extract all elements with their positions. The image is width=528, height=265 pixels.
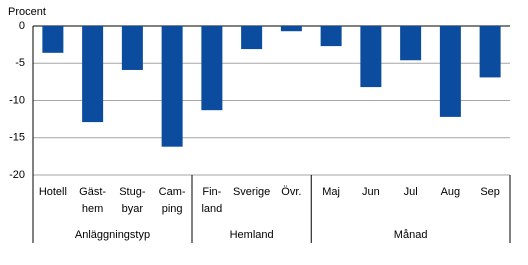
bar (439, 26, 461, 117)
bar (201, 26, 223, 111)
y-tick-label: 0 (19, 20, 25, 32)
x-tick-label: Cam-ping (159, 186, 186, 215)
x-tick-label: Aug (441, 186, 461, 198)
x-tick-label: Stug-byar (119, 186, 146, 215)
bar (82, 26, 104, 123)
x-tick-label: Jul (404, 186, 418, 198)
bar (42, 26, 64, 53)
x-tick-label: Jun (362, 186, 380, 198)
bar (320, 26, 342, 47)
x-tick-label: Hotell (39, 186, 67, 198)
bar (400, 26, 422, 61)
group-label: Månad (394, 229, 428, 241)
group-label: Anläggningstyp (75, 229, 150, 241)
bar (241, 26, 263, 50)
bar (121, 26, 143, 70)
x-tick-label: Fin-land (201, 186, 222, 215)
x-tick-label: Övr. (281, 186, 301, 198)
x-tick-label: Gäst-hem (79, 186, 106, 215)
bar (161, 26, 183, 147)
y-tick-label: -20 (9, 169, 25, 181)
x-tick-label: Sep (480, 186, 500, 198)
y-tick-label: -15 (9, 132, 25, 144)
y-axis-label: Procent (8, 6, 46, 18)
y-tick-label: -5 (15, 57, 25, 69)
y-tick-label: -10 (9, 94, 25, 106)
x-tick-label: Sverige (233, 186, 270, 198)
bar (360, 26, 382, 88)
bar (479, 26, 501, 78)
x-tick-label: Maj (322, 186, 340, 198)
bar (280, 26, 302, 32)
group-label: Hemland (230, 229, 274, 241)
